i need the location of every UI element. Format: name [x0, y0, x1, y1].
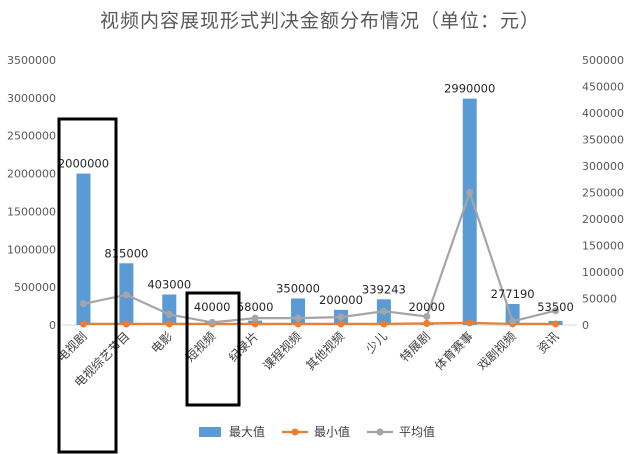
point-平均值 — [423, 313, 431, 321]
point-平均值 — [208, 318, 216, 326]
point-最小值 — [337, 320, 345, 328]
bar-最大值 — [162, 294, 177, 325]
point-最小值 — [165, 320, 173, 328]
category-label: 戏剧视频 — [474, 329, 519, 374]
right-axis-tick-label: 150000 — [582, 240, 624, 253]
left-axis-tick-label: 1000000 — [7, 243, 56, 256]
point-平均值 — [380, 307, 388, 315]
category-label: 少儿 — [363, 329, 390, 356]
legend-swatch-最大值 — [199, 427, 221, 437]
right-axis-tick-label: 200000 — [582, 213, 624, 226]
legend-label: 平均值 — [399, 424, 435, 439]
point-最小值 — [466, 319, 474, 327]
left-axis-tick-label: 3500000 — [7, 54, 56, 67]
category-label: 体育赛事 — [431, 329, 476, 374]
bar-data-label: 53500 — [537, 300, 574, 314]
bar-data-label: 815000 — [104, 246, 148, 260]
bar-data-label: 20000 — [408, 300, 445, 314]
right-axis-tick-label: 350000 — [582, 134, 624, 147]
category-label: 资讯 — [535, 329, 562, 356]
point-最小值 — [122, 320, 130, 328]
point-平均值 — [294, 314, 302, 322]
right-axis-tick-label: 50000 — [582, 293, 617, 306]
chart-title: 视频内容展现形式判决金额分布情况（单位：元） — [99, 10, 540, 32]
legend-label: 最大值 — [229, 424, 265, 439]
point-最小值 — [423, 319, 431, 327]
right-axis-tick-label: 450000 — [582, 81, 624, 94]
left-axis-tick-label: 2000000 — [7, 168, 56, 181]
bar-data-label: 2990000 — [444, 82, 495, 96]
right-axis-tick-label: 300000 — [582, 160, 624, 173]
point-平均值 — [509, 317, 517, 325]
point-平均值 — [466, 189, 474, 196]
point-平均值 — [122, 291, 130, 299]
right-axis-tick-label: 400000 — [582, 107, 624, 120]
point-平均值 — [79, 300, 87, 308]
left-axis-tick-label: 1500000 — [7, 205, 56, 218]
right-axis-tick-label: 100000 — [582, 266, 624, 279]
bar-data-label: 350000 — [276, 282, 320, 296]
legend-label: 最小值 — [314, 424, 350, 439]
bar-最大值 — [462, 98, 477, 325]
bar-最大值 — [76, 173, 91, 325]
category-label: 纪录片 — [226, 329, 261, 364]
category-label: 特展剧 — [397, 329, 433, 365]
left-axis-tick-label: 3000000 — [7, 92, 56, 105]
left-axis-tick-label: 0 — [49, 319, 56, 332]
bar-data-label: 339243 — [362, 282, 406, 296]
point-平均值 — [251, 314, 259, 322]
bar-data-label: 2000000 — [58, 157, 109, 171]
bar-data-label: 58000 — [237, 300, 274, 314]
point-平均值 — [337, 313, 345, 321]
highlight-box — [57, 117, 118, 454]
category-label: 课程视频 — [260, 329, 305, 374]
bar-data-label: 40000 — [194, 300, 231, 314]
series-line-平均值 — [83, 191, 556, 324]
point-平均值 — [165, 310, 173, 318]
category-label: 电影 — [149, 329, 176, 356]
highlight-box — [185, 291, 241, 407]
legend-marker-最小值 — [291, 428, 299, 436]
right-axis-tick-label: 250000 — [582, 187, 624, 200]
left-axis-tick-label: 500000 — [14, 281, 56, 294]
point-平均值 — [552, 307, 560, 315]
point-最小值 — [294, 320, 302, 328]
bar-data-label: 277190 — [491, 287, 535, 301]
point-最小值 — [79, 320, 87, 328]
series-line-最小值 — [83, 321, 556, 325]
bar-data-label: 200000 — [319, 293, 363, 307]
legend-marker-平均值 — [376, 428, 384, 436]
right-axis-tick-label: 500000 — [582, 54, 624, 67]
point-最小值 — [251, 320, 259, 328]
bar-data-label: 403000 — [147, 277, 191, 291]
point-最小值 — [380, 320, 388, 328]
left-axis-tick-label: 2500000 — [7, 130, 56, 143]
point-最小值 — [552, 320, 560, 328]
right-axis-tick-label: 0 — [582, 319, 589, 332]
category-label: 其他视频 — [303, 329, 348, 374]
